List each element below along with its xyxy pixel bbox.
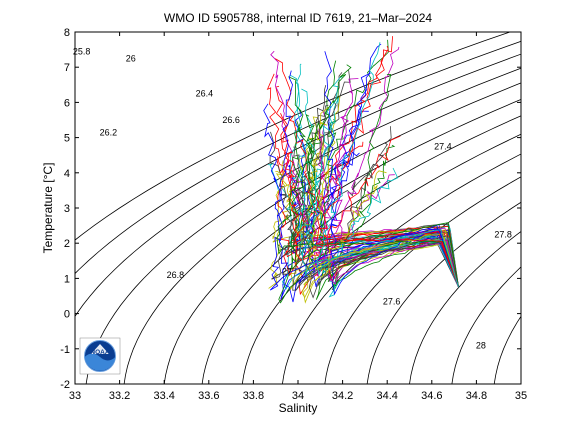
density-label: 26.8: [167, 270, 185, 280]
density-contour: [282, 153, 521, 384]
y-tick-label: 4: [64, 168, 70, 180]
profile-line: [315, 119, 459, 300]
y-tick-label: 1: [64, 273, 70, 285]
x-tick-label: 34.2: [332, 390, 353, 402]
density-contour: [85, 67, 521, 384]
profile-line: [263, 103, 459, 303]
y-tick-label: 6: [64, 97, 70, 109]
x-tick-label: 33.2: [109, 390, 130, 402]
y-tick-label: 3: [64, 203, 70, 215]
density-label: 26.6: [222, 115, 240, 125]
y-tick-label: 5: [64, 133, 70, 145]
density-label: 26.4: [196, 89, 214, 99]
profile-line: [329, 115, 459, 288]
y-tick-label: 8: [64, 27, 70, 39]
x-tick-label: 33.8: [243, 390, 264, 402]
y-tick-label: 0: [64, 309, 70, 321]
density-contour: [409, 230, 521, 384]
density-contour: [451, 266, 521, 384]
density-label: 25.8: [73, 46, 91, 56]
density-contour: [75, 32, 511, 241]
density-contours: [75, 32, 521, 384]
density-contour: [241, 133, 521, 384]
profile-lines: [263, 36, 459, 304]
x-tick-label: 34.8: [466, 390, 487, 402]
y-axis-label: Temperature [°C]: [41, 163, 55, 254]
density-contour: [324, 176, 521, 384]
x-tick-label: 34.4: [376, 390, 397, 402]
density-label: 26: [126, 53, 136, 63]
chart-title: WMO ID 5905788, internal ID 7619, 21–Mar…: [164, 11, 432, 25]
profile-line: [316, 42, 459, 288]
noaa-logo-text: NOAA: [90, 349, 109, 356]
y-tick-label: 2: [64, 238, 70, 250]
x-axis-label: Salinity: [279, 401, 318, 415]
density-contour: [493, 315, 521, 384]
profile-line: [301, 76, 459, 288]
density-contour: [201, 115, 521, 384]
profile-line: [293, 146, 459, 299]
density-labels: 25.8 26 26.2 26.4 26.6 26.8 27 27.4 27.6 27.8 28: [73, 46, 512, 350]
profile-line: [292, 72, 459, 291]
density-label: 27.6: [383, 296, 401, 306]
profile-line: [300, 106, 459, 288]
density-label: 28: [476, 340, 486, 350]
density-contour: [366, 201, 521, 384]
profile-line: [269, 70, 459, 291]
x-tick-label: 34.6: [421, 390, 442, 402]
profile-line: [276, 64, 459, 288]
y-tick-label: -2: [60, 379, 70, 391]
x-tick-label: 34: [292, 390, 304, 402]
profile-line: [323, 167, 459, 288]
y-tick-label: -1: [60, 344, 70, 356]
profile-line: [315, 170, 459, 288]
density-contour: [75, 40, 521, 275]
density-label: 27.8: [494, 229, 512, 239]
density-label: 26.2: [100, 127, 118, 137]
x-tick-label: 33.4: [153, 390, 174, 402]
noaa-logo: NOAA: [79, 337, 121, 375]
density-contour: [75, 53, 521, 318]
density-label: 27: [282, 266, 292, 276]
density-label: 27.4: [434, 141, 452, 151]
density-contour: [123, 82, 521, 384]
x-axis: 33 33.2 33.4 33.6 33.8 34 34.2 34.4 34.6 34.8 35: [69, 32, 527, 402]
y-axis: -2 -1 0 1 2 3 4 5 6 7 8: [60, 27, 521, 391]
y-tick-label: 7: [64, 62, 70, 74]
x-tick-label: 33.6: [198, 390, 219, 402]
profile-line: [317, 136, 459, 288]
x-tick-label: 33: [69, 390, 81, 402]
profile-line: [315, 36, 459, 288]
x-tick-label: 35: [515, 390, 527, 402]
profile-line: [280, 113, 459, 288]
